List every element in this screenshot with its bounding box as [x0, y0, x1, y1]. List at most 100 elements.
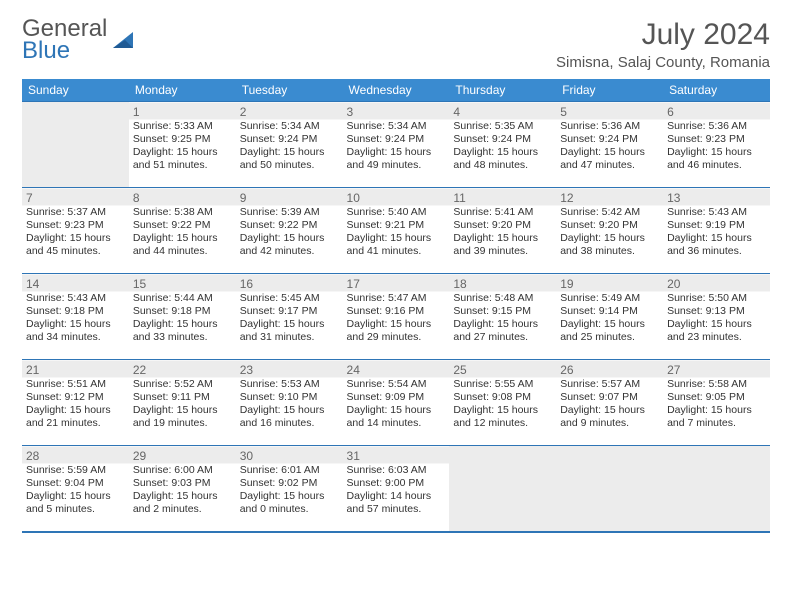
calendar-cell: 23Sunrise: 5:53 AMSunset: 9:10 PMDayligh…	[236, 360, 343, 446]
day-info: Sunrise: 5:52 AMSunset: 9:11 PMDaylight:…	[133, 378, 232, 431]
day-number: 21	[26, 363, 125, 377]
calendar-cell: 8Sunrise: 5:38 AMSunset: 9:22 PMDaylight…	[129, 188, 236, 274]
calendar-cell: 25Sunrise: 5:55 AMSunset: 9:08 PMDayligh…	[449, 360, 556, 446]
day-number: 22	[133, 363, 232, 377]
day-info: Sunrise: 5:42 AMSunset: 9:20 PMDaylight:…	[560, 206, 659, 259]
day-number: 9	[240, 191, 339, 205]
day-number: 25	[453, 363, 552, 377]
day-number: 16	[240, 277, 339, 291]
calendar-cell: 15Sunrise: 5:44 AMSunset: 9:18 PMDayligh…	[129, 274, 236, 360]
calendar-cell: 12Sunrise: 5:42 AMSunset: 9:20 PMDayligh…	[556, 188, 663, 274]
day-number: 11	[453, 191, 552, 205]
calendar-cell: 3Sunrise: 5:34 AMSunset: 9:24 PMDaylight…	[343, 102, 450, 188]
calendar-cell: 24Sunrise: 5:54 AMSunset: 9:09 PMDayligh…	[343, 360, 450, 446]
calendar-head: SundayMondayTuesdayWednesdayThursdayFrid…	[22, 79, 770, 102]
calendar-week: 28Sunrise: 5:59 AMSunset: 9:04 PMDayligh…	[22, 446, 770, 532]
day-info: Sunrise: 5:34 AMSunset: 9:24 PMDaylight:…	[240, 120, 339, 173]
day-number: 27	[667, 363, 766, 377]
day-info: Sunrise: 5:36 AMSunset: 9:24 PMDaylight:…	[560, 120, 659, 173]
day-info: Sunrise: 6:00 AMSunset: 9:03 PMDaylight:…	[133, 464, 232, 517]
calendar-cell: 9Sunrise: 5:39 AMSunset: 9:22 PMDaylight…	[236, 188, 343, 274]
calendar-week: 7Sunrise: 5:37 AMSunset: 9:23 PMDaylight…	[22, 188, 770, 274]
calendar-week: 21Sunrise: 5:51 AMSunset: 9:12 PMDayligh…	[22, 360, 770, 446]
calendar-cell: 10Sunrise: 5:40 AMSunset: 9:21 PMDayligh…	[343, 188, 450, 274]
day-number: 3	[347, 105, 446, 119]
day-number: 7	[26, 191, 125, 205]
calendar-cell: 6Sunrise: 5:36 AMSunset: 9:23 PMDaylight…	[663, 102, 770, 188]
day-number: 4	[453, 105, 552, 119]
day-number: 19	[560, 277, 659, 291]
month-title: July 2024	[556, 18, 770, 52]
calendar-cell-empty	[22, 102, 129, 188]
day-info: Sunrise: 5:40 AMSunset: 9:21 PMDaylight:…	[347, 206, 446, 259]
calendar-cell-empty	[449, 446, 556, 532]
day-info: Sunrise: 5:59 AMSunset: 9:04 PMDaylight:…	[26, 464, 125, 517]
logo-text-block: General Blue	[22, 18, 107, 61]
day-number: 5	[560, 105, 659, 119]
day-info: Sunrise: 5:35 AMSunset: 9:24 PMDaylight:…	[453, 120, 552, 173]
logo-triangle-icon	[111, 26, 139, 54]
calendar-cell: 17Sunrise: 5:47 AMSunset: 9:16 PMDayligh…	[343, 274, 450, 360]
day-number: 18	[453, 277, 552, 291]
day-info: Sunrise: 5:53 AMSunset: 9:10 PMDaylight:…	[240, 378, 339, 431]
day-info: Sunrise: 5:57 AMSunset: 9:07 PMDaylight:…	[560, 378, 659, 431]
day-info: Sunrise: 5:45 AMSunset: 9:17 PMDaylight:…	[240, 292, 339, 345]
day-header: Monday	[129, 79, 236, 102]
day-number: 23	[240, 363, 339, 377]
day-header: Sunday	[22, 79, 129, 102]
day-info: Sunrise: 5:39 AMSunset: 9:22 PMDaylight:…	[240, 206, 339, 259]
day-info: Sunrise: 5:37 AMSunset: 9:23 PMDaylight:…	[26, 206, 125, 259]
day-info: Sunrise: 5:44 AMSunset: 9:18 PMDaylight:…	[133, 292, 232, 345]
calendar-cell-empty	[556, 446, 663, 532]
calendar-cell: 30Sunrise: 6:01 AMSunset: 9:02 PMDayligh…	[236, 446, 343, 532]
day-number: 14	[26, 277, 125, 291]
calendar-cell: 4Sunrise: 5:35 AMSunset: 9:24 PMDaylight…	[449, 102, 556, 188]
day-number: 29	[133, 449, 232, 463]
day-number: 8	[133, 191, 232, 205]
brand-logo: General Blue	[22, 18, 139, 61]
day-number: 20	[667, 277, 766, 291]
day-info: Sunrise: 5:51 AMSunset: 9:12 PMDaylight:…	[26, 378, 125, 431]
day-info: Sunrise: 5:58 AMSunset: 9:05 PMDaylight:…	[667, 378, 766, 431]
header-bar: General Blue July 2024 Simisna, Salaj Co…	[22, 18, 770, 71]
calendar-cell: 31Sunrise: 6:03 AMSunset: 9:00 PMDayligh…	[343, 446, 450, 532]
day-number: 10	[347, 191, 446, 205]
calendar-week: 1Sunrise: 5:33 AMSunset: 9:25 PMDaylight…	[22, 102, 770, 188]
calendar-cell: 27Sunrise: 5:58 AMSunset: 9:05 PMDayligh…	[663, 360, 770, 446]
day-header: Tuesday	[236, 79, 343, 102]
day-header: Wednesday	[343, 79, 450, 102]
calendar-cell: 29Sunrise: 6:00 AMSunset: 9:03 PMDayligh…	[129, 446, 236, 532]
day-info: Sunrise: 5:38 AMSunset: 9:22 PMDaylight:…	[133, 206, 232, 259]
day-info: Sunrise: 5:43 AMSunset: 9:19 PMDaylight:…	[667, 206, 766, 259]
calendar-cell: 18Sunrise: 5:48 AMSunset: 9:15 PMDayligh…	[449, 274, 556, 360]
day-number: 6	[667, 105, 766, 119]
day-info: Sunrise: 5:36 AMSunset: 9:23 PMDaylight:…	[667, 120, 766, 173]
calendar-cell: 28Sunrise: 5:59 AMSunset: 9:04 PMDayligh…	[22, 446, 129, 532]
calendar-cell: 5Sunrise: 5:36 AMSunset: 9:24 PMDaylight…	[556, 102, 663, 188]
day-number: 26	[560, 363, 659, 377]
day-info: Sunrise: 5:47 AMSunset: 9:16 PMDaylight:…	[347, 292, 446, 345]
calendar-cell: 1Sunrise: 5:33 AMSunset: 9:25 PMDaylight…	[129, 102, 236, 188]
calendar-cell-empty	[663, 446, 770, 532]
day-info: Sunrise: 6:03 AMSunset: 9:00 PMDaylight:…	[347, 464, 446, 517]
calendar-table: SundayMondayTuesdayWednesdayThursdayFrid…	[22, 79, 770, 533]
calendar-cell: 22Sunrise: 5:52 AMSunset: 9:11 PMDayligh…	[129, 360, 236, 446]
day-number: 31	[347, 449, 446, 463]
calendar-cell: 2Sunrise: 5:34 AMSunset: 9:24 PMDaylight…	[236, 102, 343, 188]
calendar-cell: 19Sunrise: 5:49 AMSunset: 9:14 PMDayligh…	[556, 274, 663, 360]
calendar-cell: 13Sunrise: 5:43 AMSunset: 9:19 PMDayligh…	[663, 188, 770, 274]
calendar-body: 1Sunrise: 5:33 AMSunset: 9:25 PMDaylight…	[22, 102, 770, 532]
day-number: 15	[133, 277, 232, 291]
day-info: Sunrise: 5:41 AMSunset: 9:20 PMDaylight:…	[453, 206, 552, 259]
day-header: Friday	[556, 79, 663, 102]
day-info: Sunrise: 5:54 AMSunset: 9:09 PMDaylight:…	[347, 378, 446, 431]
calendar-cell: 7Sunrise: 5:37 AMSunset: 9:23 PMDaylight…	[22, 188, 129, 274]
day-info: Sunrise: 5:34 AMSunset: 9:24 PMDaylight:…	[347, 120, 446, 173]
day-header: Thursday	[449, 79, 556, 102]
calendar-cell: 21Sunrise: 5:51 AMSunset: 9:12 PMDayligh…	[22, 360, 129, 446]
day-info: Sunrise: 5:48 AMSunset: 9:15 PMDaylight:…	[453, 292, 552, 345]
day-info: Sunrise: 5:55 AMSunset: 9:08 PMDaylight:…	[453, 378, 552, 431]
day-info: Sunrise: 5:33 AMSunset: 9:25 PMDaylight:…	[133, 120, 232, 173]
day-number: 28	[26, 449, 125, 463]
calendar-cell: 11Sunrise: 5:41 AMSunset: 9:20 PMDayligh…	[449, 188, 556, 274]
